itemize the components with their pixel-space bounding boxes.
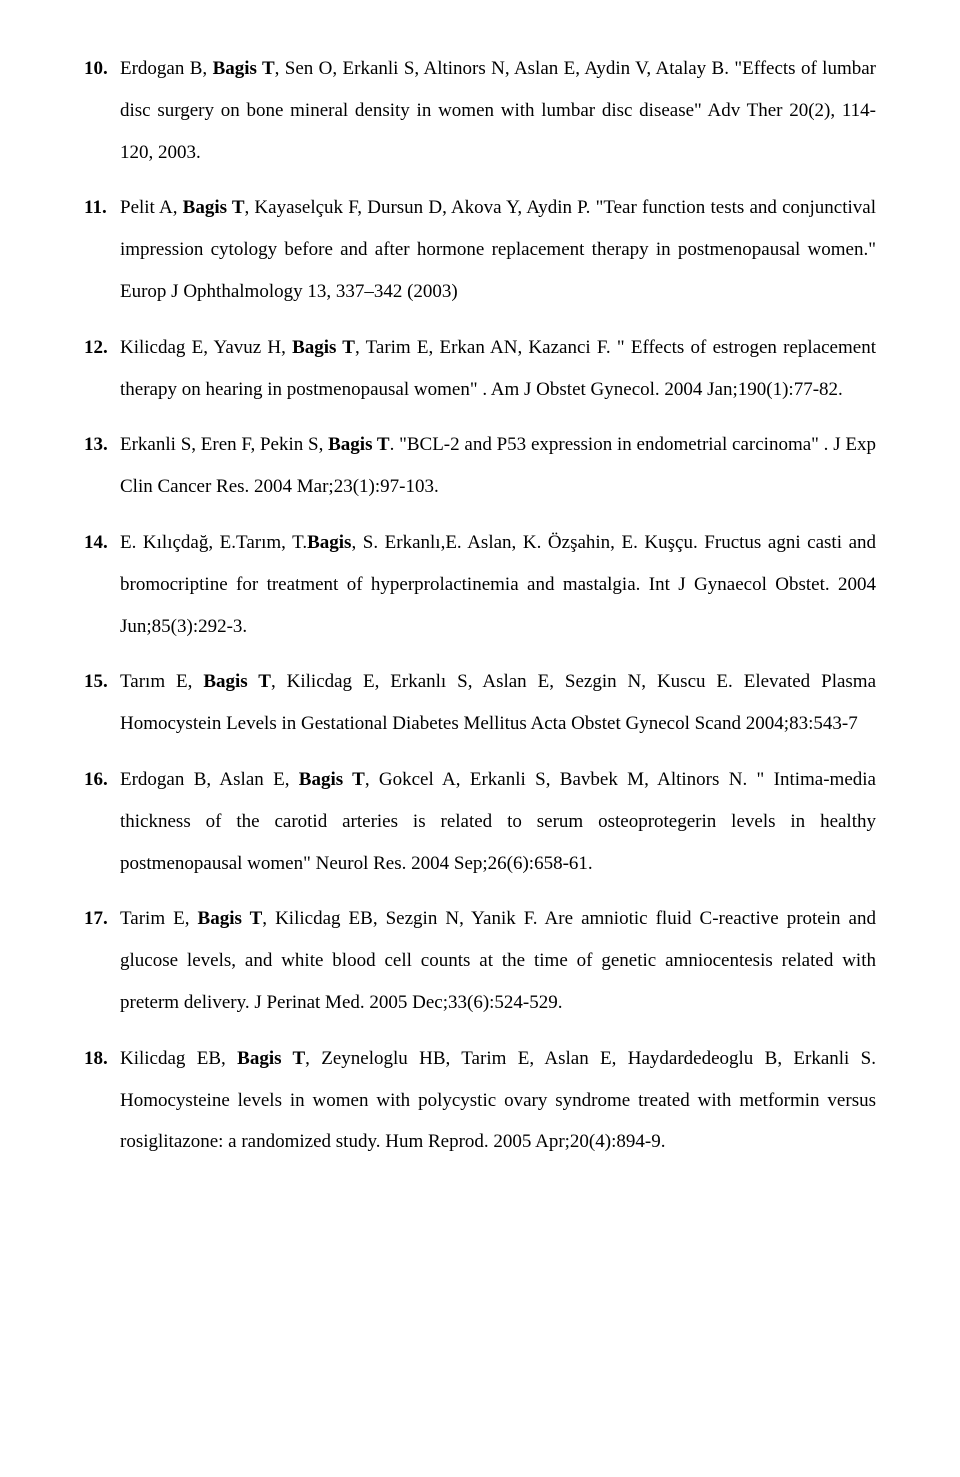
ref-bold-author: Bagis T	[198, 908, 263, 929]
ref-bold-author: Bagis	[307, 532, 351, 553]
reference-item: Erdogan B, Bagis T, Sen O, Erkanli S, Al…	[84, 48, 876, 173]
ref-authors-pre: E. Kılıçdağ, E.Tarım, T.	[120, 532, 307, 553]
reference-item: Kilicdag EB, Bagis T, Zeyneloglu HB, Tar…	[84, 1038, 876, 1163]
ref-authors-pre: Erdogan B,	[120, 58, 213, 79]
reference-item: Pelit A, Bagis T, Kayaselçuk F, Dursun D…	[84, 187, 876, 312]
ref-bold-author: Bagis T	[328, 434, 389, 455]
ref-authors-pre: Erkanli S, Eren F, Pekin S,	[120, 434, 328, 455]
reference-item: Erdogan B, Aslan E, Bagis T, Gokcel A, E…	[84, 759, 876, 884]
reference-item: E. Kılıçdağ, E.Tarım, T.Bagis, S. Erkanl…	[84, 522, 876, 647]
ref-authors-pre: Tarim E,	[120, 908, 198, 929]
reference-list: Erdogan B, Bagis T, Sen O, Erkanli S, Al…	[84, 48, 876, 1163]
ref-bold-author: Bagis T	[213, 58, 275, 79]
reference-item: Erkanli S, Eren F, Pekin S, Bagis T. "BC…	[84, 424, 876, 508]
ref-bold-author: Bagis T	[237, 1048, 305, 1069]
ref-bold-author: Bagis T	[203, 671, 271, 692]
ref-authors-pre: Kilicdag EB,	[120, 1048, 237, 1069]
reference-item: Tarim E, Bagis T, Kilicdag EB, Sezgin N,…	[84, 898, 876, 1023]
ref-authors-pre: Pelit A,	[120, 197, 183, 218]
ref-authors-pre: Tarım E,	[120, 671, 203, 692]
ref-bold-author: Bagis T	[299, 769, 365, 790]
reference-item: Tarım E, Bagis T, Kilicdag E, Erkanlı S,…	[84, 661, 876, 745]
ref-authors-pre: Kilicdag E, Yavuz H,	[120, 337, 292, 358]
ref-bold-author: Bagis T	[183, 197, 245, 218]
reference-item: Kilicdag E, Yavuz H, Bagis T, Tarim E, E…	[84, 327, 876, 411]
ref-bold-author: Bagis T	[292, 337, 355, 358]
ref-authors-pre: Erdogan B, Aslan E,	[120, 769, 299, 790]
